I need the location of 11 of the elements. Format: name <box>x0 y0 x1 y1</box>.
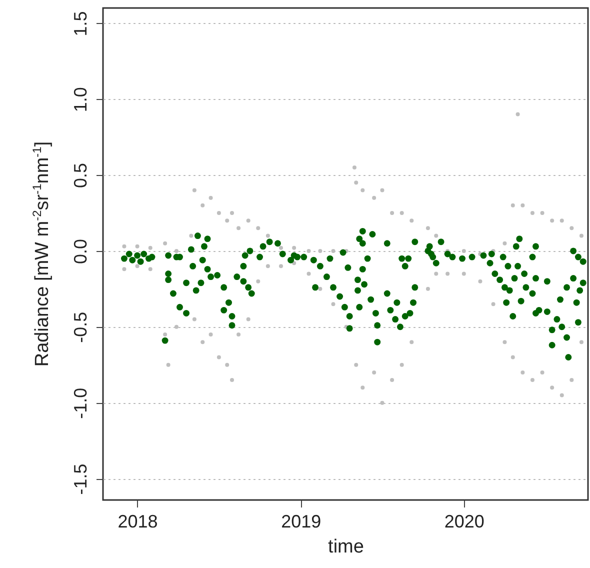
y-tick-label: 0.5 <box>70 163 90 188</box>
x-tick-label: 2020 <box>444 512 484 532</box>
x-tick-label: 2018 <box>118 512 158 532</box>
y-tick-label: -0.5 <box>70 312 90 343</box>
x-axis-title: time <box>328 536 364 558</box>
y-tick-label: 1.0 <box>70 87 90 112</box>
y-tick-label: -1.5 <box>70 464 90 495</box>
x-tick-label: 2019 <box>281 512 322 532</box>
y-tick-label: 0.0 <box>70 238 90 264</box>
y-tick-label: -1.0 <box>70 388 90 419</box>
y-tick-label: 1.5 <box>70 11 90 36</box>
